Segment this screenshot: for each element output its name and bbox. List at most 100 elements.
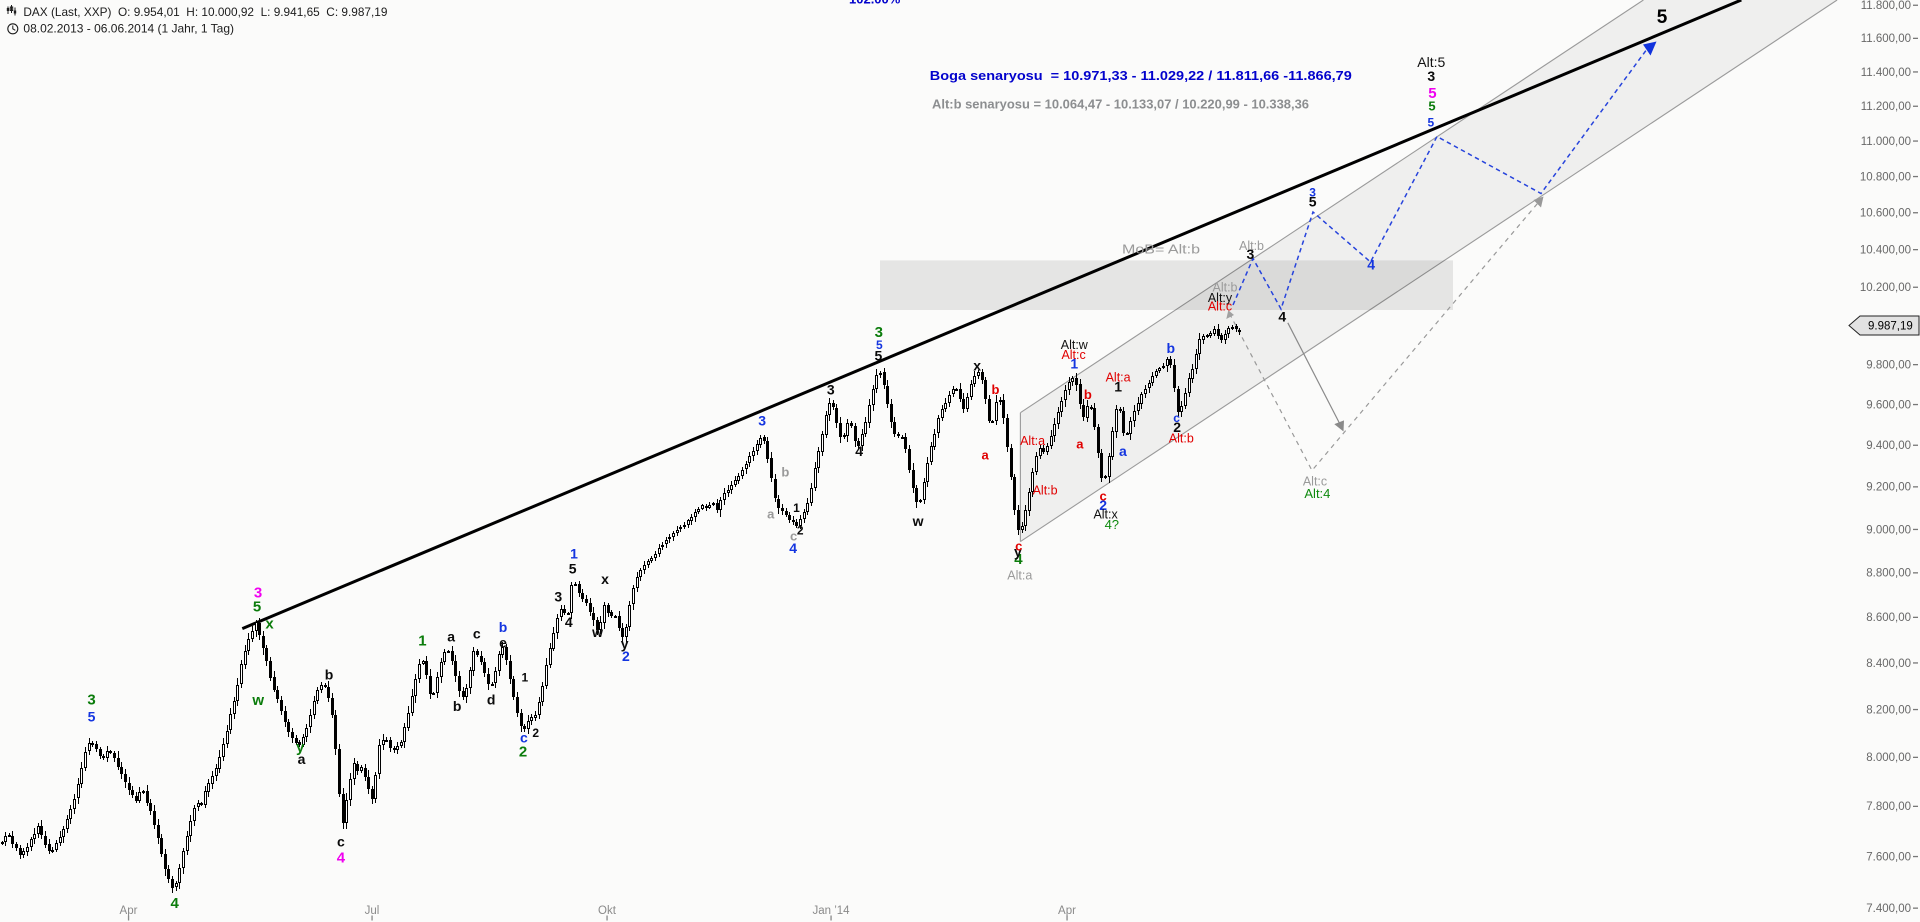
- svg-text:1: 1: [1070, 356, 1078, 372]
- svg-text:11.600,00: 11.600,00: [1861, 33, 1911, 45]
- svg-text:3: 3: [1247, 246, 1255, 262]
- svg-text:2: 2: [1099, 497, 1107, 513]
- svg-text:Alt:a: Alt:a: [1106, 371, 1131, 385]
- svg-text:9.987,19: 9.987,19: [1868, 321, 1913, 333]
- svg-text:x: x: [601, 571, 609, 587]
- svg-text:1: 1: [570, 546, 578, 562]
- svg-text:10.800,00: 10.800,00: [1860, 171, 1911, 183]
- svg-text:x: x: [973, 358, 981, 374]
- svg-text:4?: 4?: [1105, 517, 1119, 532]
- svg-text:w: w: [912, 513, 924, 529]
- svg-text:1: 1: [521, 670, 528, 684]
- svg-text:1: 1: [1114, 378, 1122, 394]
- svg-text:MoB= Alt:b: MoB= Alt:b: [1122, 243, 1200, 257]
- svg-text:4: 4: [1014, 551, 1023, 568]
- svg-text:d: d: [487, 692, 496, 708]
- svg-text:c: c: [1173, 411, 1180, 425]
- svg-text:4: 4: [565, 614, 573, 630]
- svg-text:3: 3: [87, 692, 95, 709]
- svg-text:9.000,00: 9.000,00: [1866, 524, 1911, 536]
- svg-text:c: c: [473, 626, 481, 642]
- svg-text:Alt:a: Alt:a: [1020, 434, 1045, 448]
- svg-text:Alt:4: Alt:4: [1304, 486, 1330, 501]
- svg-text:5: 5: [253, 599, 261, 616]
- svg-text:w: w: [251, 692, 264, 709]
- svg-text:5: 5: [1657, 7, 1668, 28]
- svg-text:11.000,00: 11.000,00: [1861, 136, 1911, 148]
- svg-text:x: x: [265, 616, 274, 633]
- svg-text:c: c: [337, 834, 345, 850]
- svg-text:Alt:c: Alt:c: [1061, 348, 1085, 362]
- svg-text:e: e: [499, 634, 507, 650]
- svg-text:Alt:5: Alt:5: [1417, 54, 1445, 70]
- svg-text:a: a: [981, 448, 989, 463]
- svg-text:3: 3: [1427, 68, 1435, 84]
- svg-text:Alt:y: Alt:y: [1208, 291, 1233, 305]
- svg-text:9.200,00: 9.200,00: [1866, 482, 1911, 494]
- svg-text:5: 5: [1428, 99, 1435, 114]
- svg-text:4: 4: [1367, 257, 1375, 273]
- svg-text:8.400,00: 8.400,00: [1866, 658, 1911, 670]
- svg-text:7.600,00: 7.600,00: [1866, 851, 1911, 863]
- svg-text:10.400,00: 10.400,00: [1860, 245, 1911, 257]
- svg-text:Alt:b: Alt:b: [1033, 483, 1058, 497]
- svg-text:3: 3: [254, 585, 262, 602]
- svg-text:8.600,00: 8.600,00: [1866, 612, 1911, 624]
- svg-text:a: a: [1119, 443, 1127, 459]
- svg-text:b: b: [325, 667, 334, 683]
- svg-text:Alt:b: Alt:b: [1169, 431, 1194, 445]
- svg-text:w: w: [591, 624, 603, 640]
- svg-text:Apr: Apr: [1058, 905, 1076, 917]
- svg-text:c: c: [520, 729, 528, 745]
- svg-text:c: c: [1015, 538, 1022, 553]
- svg-text:2: 2: [797, 524, 804, 538]
- svg-text:5: 5: [569, 561, 577, 577]
- svg-text:3: 3: [827, 382, 835, 398]
- svg-text:Okt: Okt: [598, 905, 617, 917]
- svg-text:8.800,00: 8.800,00: [1866, 568, 1911, 580]
- svg-text:8.200,00: 8.200,00: [1866, 704, 1911, 716]
- svg-text:11.200,00: 11.200,00: [1861, 101, 1911, 113]
- svg-text:Alt:b: Alt:b: [1212, 281, 1237, 295]
- svg-text:5: 5: [875, 348, 883, 364]
- svg-text:c: c: [790, 529, 797, 544]
- svg-text:y: y: [621, 636, 629, 652]
- svg-text:a: a: [447, 628, 455, 644]
- svg-text:4: 4: [789, 540, 797, 556]
- svg-text:5: 5: [1309, 193, 1317, 209]
- svg-text:Alt:w: Alt:w: [1061, 338, 1089, 352]
- svg-text:a: a: [1076, 437, 1084, 452]
- svg-text:4: 4: [855, 443, 863, 459]
- svg-text:9.800,00: 9.800,00: [1866, 360, 1911, 372]
- svg-text:Jul: Jul: [365, 905, 380, 917]
- svg-text:102.00%: 102.00%: [849, 0, 901, 7]
- svg-text:3: 3: [875, 324, 883, 341]
- svg-text:Alt:a: Alt:a: [1007, 569, 1032, 583]
- svg-text:y: y: [1014, 543, 1022, 559]
- svg-text:b: b: [499, 619, 508, 635]
- svg-text:2: 2: [532, 726, 539, 740]
- svg-text:11.800,00: 11.800,00: [1861, 0, 1911, 12]
- svg-text:7.400,00: 7.400,00: [1866, 903, 1911, 915]
- svg-text:y: y: [296, 739, 305, 756]
- svg-text:b: b: [453, 698, 462, 714]
- svg-text:Alt:c: Alt:c: [1303, 475, 1327, 489]
- svg-text:10.200,00: 10.200,00: [1860, 282, 1911, 294]
- svg-text:a: a: [767, 507, 775, 522]
- svg-text:2: 2: [622, 648, 630, 664]
- svg-text:9.600,00: 9.600,00: [1866, 399, 1911, 411]
- svg-text:DAX (Last, XXP) O: 9.954,01: DAX (Last, XXP) O: 9.954,01 H: 10.000,92…: [23, 5, 387, 19]
- svg-text:4: 4: [337, 850, 346, 867]
- svg-text:11.400,00: 11.400,00: [1861, 67, 1911, 79]
- svg-text:Jan ’14: Jan ’14: [812, 905, 850, 917]
- svg-text:Boga senaryosu = 10.971,33 -: Boga senaryosu = 10.971,33 - 11.029,22 /…: [930, 68, 1352, 83]
- svg-text:2: 2: [519, 743, 527, 760]
- svg-text:b: b: [1167, 340, 1176, 356]
- svg-text:1: 1: [418, 633, 426, 650]
- svg-text:5: 5: [1427, 115, 1434, 129]
- svg-text:a: a: [298, 751, 306, 767]
- svg-text:9.400,00: 9.400,00: [1866, 440, 1911, 452]
- svg-text:Alt:b senaryosu = 10.064,47 -: Alt:b senaryosu = 10.064,47 - 10.133,07 …: [932, 97, 1309, 112]
- svg-text:8.000,00: 8.000,00: [1866, 752, 1911, 764]
- svg-text:Alt:x: Alt:x: [1093, 508, 1118, 522]
